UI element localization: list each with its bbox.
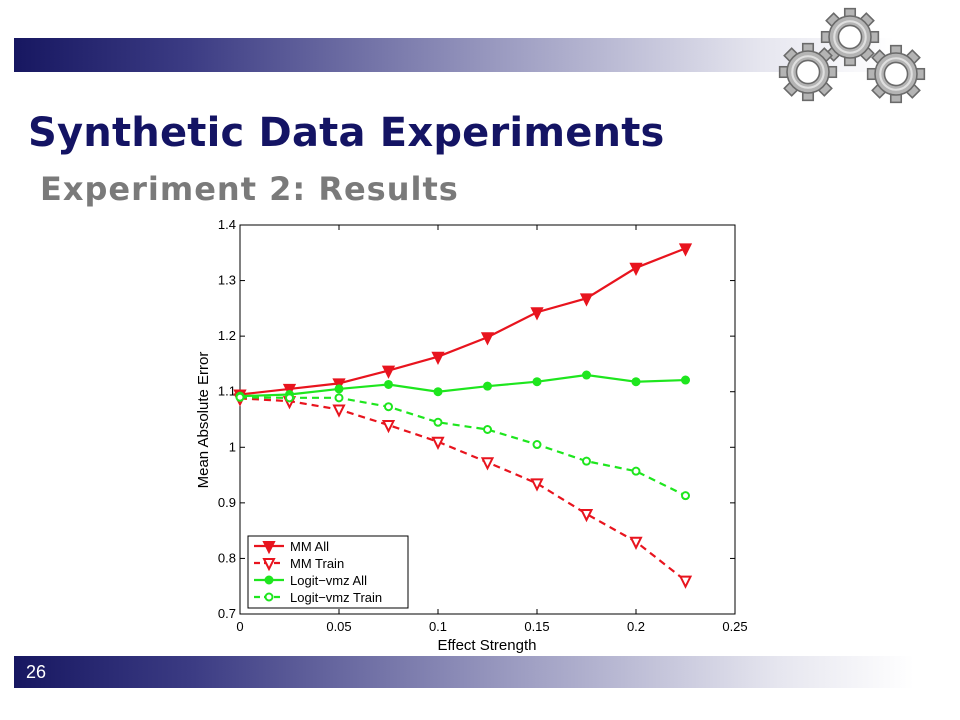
data-point (582, 456, 591, 466)
data-point (681, 375, 690, 385)
legend-marker (262, 541, 276, 555)
data-point (384, 379, 393, 389)
data-point (582, 370, 591, 380)
data-point (334, 384, 344, 394)
data-point (530, 307, 544, 321)
data-point (483, 425, 492, 435)
slide-title: Synthetic Data Experiments (28, 110, 665, 156)
data-point (332, 404, 346, 418)
slide-subtitle: Experiment 2: Results (40, 170, 459, 208)
data-point (579, 508, 594, 523)
data-point (532, 377, 542, 387)
header-bar (14, 38, 894, 72)
data-point (334, 393, 344, 403)
y-tick-label: 1.3 (218, 273, 236, 288)
data-point (483, 381, 492, 391)
data-point (433, 387, 443, 397)
legend: MM All MM Train Logit−vmz All Logit−vmz Tra… (247, 535, 409, 609)
y-tick-label: 0.8 (218, 550, 236, 565)
data-point (631, 377, 641, 387)
x-axis-label: Effect Strength (438, 637, 537, 654)
x-tick-label: 0.25 (722, 619, 747, 634)
gears-icon (778, 7, 926, 104)
data-point (530, 478, 544, 492)
series-layer (233, 243, 693, 589)
legend-item: Logit−vmz Train (254, 590, 382, 605)
y-tick-label: 0.7 (218, 606, 236, 621)
data-point (381, 420, 396, 434)
legend-marker (264, 592, 274, 602)
y-tick-label: 0.9 (218, 495, 236, 510)
data-point (282, 383, 297, 398)
data-point (629, 262, 643, 277)
y-tick-label: 1.1 (218, 384, 236, 399)
series-line (239, 247, 686, 396)
footer-bar (14, 656, 914, 688)
series-line (239, 396, 686, 497)
data-point (384, 402, 393, 412)
y-tick-label: 1.4 (218, 217, 236, 232)
line-chart: 0 0.05 0.1 0.15 0.2 0.25 0.7 0.8 0.9 1 1.1 1.2 1.3 1… (195, 217, 748, 654)
data-point (532, 440, 542, 450)
legend-marker (264, 575, 274, 585)
legend-item: MM Train (254, 556, 344, 572)
data-point (433, 417, 443, 427)
x-tick-label: 0.2 (627, 619, 645, 634)
y-tick-labels: 0.7 0.8 0.9 1 1.1 1.2 1.3 1.4 (218, 217, 236, 621)
legend-label: MM All (290, 539, 329, 554)
y-tick-label: 1 (229, 439, 236, 454)
x-tick-label: 0 (236, 619, 243, 634)
legend-marker (262, 558, 276, 572)
y-tick-label: 1.2 (218, 328, 236, 343)
legend-item: Logit−vmz All (254, 573, 367, 588)
data-point (579, 293, 594, 307)
x-tick-label: 0.1 (429, 619, 447, 634)
data-point (678, 575, 693, 589)
series-3 (235, 392, 690, 501)
data-point (681, 491, 690, 501)
page-number: 26 (26, 662, 47, 682)
legend-label: Logit−vmz Train (290, 590, 382, 605)
series-line (239, 373, 686, 398)
x-tick-label: 0.15 (524, 619, 549, 634)
data-point (431, 436, 445, 450)
data-point (678, 243, 693, 257)
data-point (285, 393, 294, 403)
x-tick-label: 0.05 (326, 619, 351, 634)
data-point (480, 457, 495, 471)
data-point (381, 365, 396, 379)
data-point (629, 536, 643, 550)
y-axis-label: Mean Absolute Error (195, 352, 212, 489)
data-point (480, 332, 495, 346)
data-point (235, 392, 245, 402)
legend-item: MM All (254, 539, 329, 555)
series-line (239, 397, 687, 582)
data-point (631, 466, 641, 476)
x-tick-labels: 0 0.05 0.1 0.15 0.2 0.25 (236, 619, 747, 634)
series-0 (233, 243, 693, 403)
legend-label: Logit−vmz All (290, 573, 367, 588)
data-point (332, 378, 346, 392)
legend-label: MM Train (290, 556, 344, 571)
data-point (431, 351, 445, 365)
